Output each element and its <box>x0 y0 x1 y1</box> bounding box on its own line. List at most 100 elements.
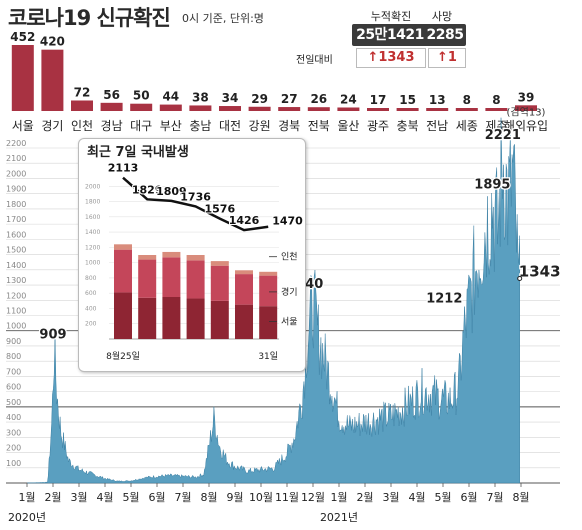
inset-stack-경기 <box>114 249 132 293</box>
inset-y-tick-label: 200 <box>85 321 97 328</box>
region-bar <box>367 108 389 111</box>
x-tick-label: 2월 <box>356 491 373 504</box>
region-category-label: 경기 <box>41 119 63 133</box>
region-bar <box>515 105 537 111</box>
region-value-label: 13 <box>429 93 446 107</box>
year-label: 2021년 <box>320 511 358 524</box>
inset-panel: 최근 7일 국내발생 200 400 600 800 1000 1200 1400 1600 18… <box>78 138 306 372</box>
inset-stack-서울 <box>210 300 229 339</box>
inset-y-tick-label: 600 <box>85 290 97 297</box>
inset-y-tick-label: 1600 <box>85 214 100 221</box>
x-tick-label: 8월 <box>512 491 529 504</box>
y-tick-label: 1000 <box>6 322 26 331</box>
region-category-label: 충남 <box>189 119 211 133</box>
region-category-label: 부산 <box>160 119 182 133</box>
inset-y-tick-label: 400 <box>85 305 97 312</box>
region-category-label: 해외유입 <box>504 119 548 133</box>
change-label: 전일대비 <box>296 55 333 66</box>
inset-stack-경기 <box>138 259 157 298</box>
region-bar <box>278 107 301 111</box>
region-bar <box>307 107 330 111</box>
inset-y-tick-label: 1800 <box>85 199 100 206</box>
x-tick-label: 1월 <box>330 491 347 504</box>
inset-line <box>122 176 269 232</box>
y-tick-label: 2100 <box>6 154 26 163</box>
region-bar <box>485 108 508 111</box>
inset-stack-인천 <box>235 270 253 275</box>
last-value-marker <box>517 275 523 281</box>
inset-value-label: 1829 <box>132 183 163 196</box>
inset-stack-서울 <box>235 304 253 339</box>
x-tick-label: 6월 <box>148 491 165 504</box>
region-category-label: 광주 <box>367 119 389 133</box>
region-category-label: 전남 <box>426 119 448 133</box>
region-value-label: 39 <box>518 90 535 104</box>
recent-7-days-chart: 최근 7일 국내발생 200 400 600 800 1000 1200 1400 1600 18… <box>85 144 304 362</box>
region-category-label: 대전 <box>219 119 241 133</box>
x-tick-label: 11월 <box>275 491 299 504</box>
region-value-label: 8 <box>463 93 471 107</box>
region-value-label: 24 <box>340 92 357 106</box>
peak-value-label: 909 <box>39 328 66 343</box>
y-tick-label: 1400 <box>6 261 26 270</box>
inset-y-tick-label: 1000 <box>85 260 100 267</box>
region-value-label: 26 <box>310 92 327 106</box>
inset-value-label: 1736 <box>180 190 211 203</box>
y-tick-label: 1500 <box>6 246 26 255</box>
y-tick-label: 1300 <box>6 276 26 285</box>
inset-stack-인천 <box>259 271 278 276</box>
region-bar <box>130 103 153 111</box>
region-bar <box>248 106 271 111</box>
inset-y-tick-label: 1400 <box>85 229 100 236</box>
region-annotation: (검역13) <box>507 106 546 118</box>
inset-value-label: 1809 <box>156 185 187 198</box>
inset-stack-인천 <box>210 261 229 266</box>
x-tick-label: 5월 <box>434 491 451 504</box>
inset-value-label: 2113 <box>108 162 139 175</box>
region-bar <box>11 45 34 111</box>
deaths-label: 사망 <box>431 10 453 23</box>
x-tick-label: 3월 <box>382 491 399 504</box>
region-bar-chart: 452 서울 420 경기 72 인천 56 경남 50 대구 44 부산 38 충남 34 대전 29 강원 27… <box>10 30 548 133</box>
y-tick-label: 1200 <box>6 291 26 300</box>
x-tick-label: 5월 <box>122 491 139 504</box>
region-bar <box>337 107 360 111</box>
region-bar <box>219 106 241 111</box>
region-bar <box>41 49 64 111</box>
region-bar <box>71 100 93 111</box>
inset-y-tick-label: 1200 <box>85 244 100 251</box>
peak-value-label: 1212 <box>426 291 462 306</box>
x-tick-label: 9월 <box>226 491 243 504</box>
inset-value-label: 1576 <box>204 203 235 216</box>
x-tick-label: 3월 <box>70 491 87 504</box>
x-tick-label: 6월 <box>460 491 477 504</box>
y-tick-label: 100 <box>6 459 21 468</box>
x-tick-label: 2월 <box>44 491 61 504</box>
inset-x-label: 31일 <box>258 351 278 362</box>
y-tick-label: 800 <box>6 352 21 361</box>
region-value-label: 72 <box>74 85 91 99</box>
region-value-label: 27 <box>281 92 298 106</box>
region-value-label: 44 <box>162 90 179 104</box>
inset-title: 최근 7일 국내발생 <box>87 144 189 160</box>
region-category-label: 제주 <box>485 119 507 133</box>
x-tick-label: 12월 <box>301 491 325 504</box>
y-tick-label: 400 <box>6 413 21 422</box>
inset-stack-인천 <box>162 251 181 258</box>
y-tick-label: 2200 <box>6 139 26 148</box>
peak-value-label: 1343 <box>519 262 561 280</box>
region-value-label: 452 <box>10 30 35 44</box>
inset-value-label: 1426 <box>229 214 260 227</box>
region-bar <box>189 105 212 111</box>
y-tick-label: 1600 <box>6 230 26 239</box>
y-tick-label: 1100 <box>6 307 26 316</box>
inset-stack-서울 <box>186 298 205 339</box>
daily-cases-area <box>26 117 520 484</box>
x-tick-label: 7월 <box>486 491 503 504</box>
y-tick-label: 200 <box>6 444 21 453</box>
inset-stack-경기 <box>235 274 253 305</box>
y-tick-label: 1700 <box>6 215 26 224</box>
region-category-label: 대구 <box>130 119 152 133</box>
inset-legend-label: 경기 <box>281 286 298 298</box>
